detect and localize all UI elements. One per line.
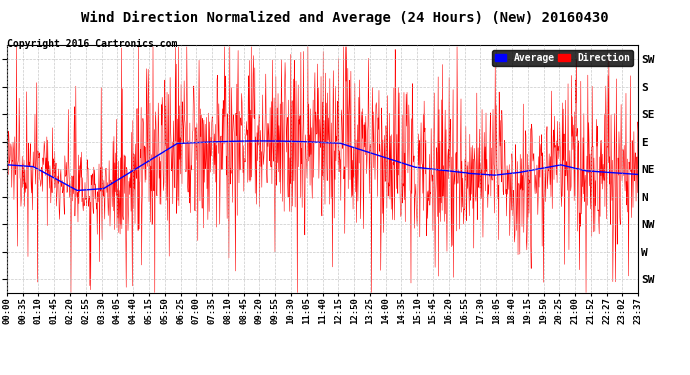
Text: Copyright 2016 Cartronics.com: Copyright 2016 Cartronics.com bbox=[7, 39, 177, 50]
Text: Wind Direction Normalized and Average (24 Hours) (New) 20160430: Wind Direction Normalized and Average (2… bbox=[81, 11, 609, 26]
Legend: Average, Direction: Average, Direction bbox=[492, 50, 633, 66]
